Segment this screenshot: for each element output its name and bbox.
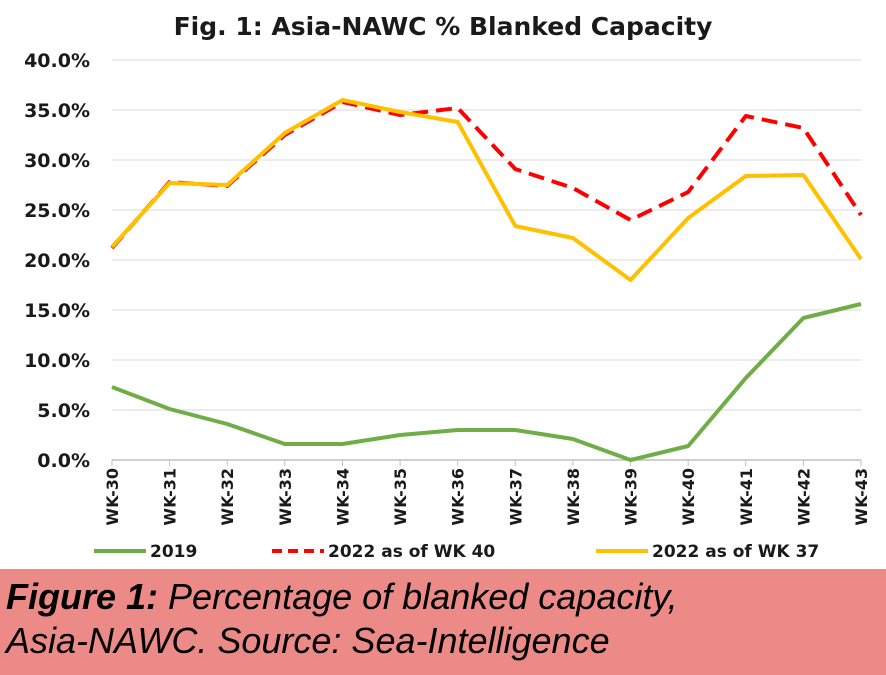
x-axis-tick-labels: WK-30 WK-31 WK-32 WK-33 WK-34 WK-35 WK-36 WK-37… [103,460,871,526]
legend-label: 2019 [150,542,197,562]
y-tick-label: 30.0% [24,150,90,172]
x-tick-label: WK-32 [218,468,237,526]
x-tick-label: WK-31 [161,468,180,526]
y-tick-label: 40.0% [24,50,90,72]
x-tick-label: WK-33 [276,468,295,526]
legend: 2019 2022 as of WK 40 2022 as of WK 37 [94,542,819,562]
caption-line-1: Percentage of blanked capacity, [158,576,678,617]
x-tick-label: WK-41 [737,468,756,526]
y-axis-tick-labels: 0.0% 5.0% 10.0% 15.0% 20.0% 25.0% 30.0% 35.0% 40… [24,50,90,472]
series-line [111,302,862,462]
x-tick-label: WK-40 [679,468,698,526]
y-tick-label: 15.0% [24,300,90,322]
gridlines [112,59,861,411]
series-lines [110,98,863,462]
x-tick-label: WK-38 [564,468,583,526]
x-tick-label: WK-34 [333,468,352,526]
x-tick-label: WK-36 [449,468,468,526]
x-tick-label: WK-42 [794,468,813,526]
legend-label: 2022 as of WK 40 [328,542,495,562]
legend-label: 2022 as of WK 37 [652,542,819,562]
figure-caption: Figure 1: Percentage of blanked capacity… [0,569,886,675]
x-tick-label: WK-37 [506,468,525,526]
x-tick-label: WK-35 [391,468,410,526]
chart-title: Fig. 1: Asia-NAWC % Blanked Capacity [173,12,713,41]
y-tick-label: 10.0% [24,350,90,372]
y-tick-label: 5.0% [37,400,90,422]
x-tick-label: WK-39 [622,468,641,526]
caption-line-2: Asia-NAWC. Source: Sea-Intelligence [6,620,610,661]
x-tick-label: WK-43 [852,468,871,526]
caption-label: Figure 1: [6,576,159,617]
y-tick-label: 25.0% [24,200,90,222]
series-line [110,98,863,282]
line-chart: 0.0% 5.0% 10.0% 15.0% 20.0% 25.0% 30.0% 35.0% 40… [24,50,871,562]
y-tick-label: 35.0% [24,100,90,122]
y-tick-label: 20.0% [24,250,90,272]
y-tick-label: 0.0% [37,450,90,472]
x-tick-label: WK-30 [103,468,122,526]
